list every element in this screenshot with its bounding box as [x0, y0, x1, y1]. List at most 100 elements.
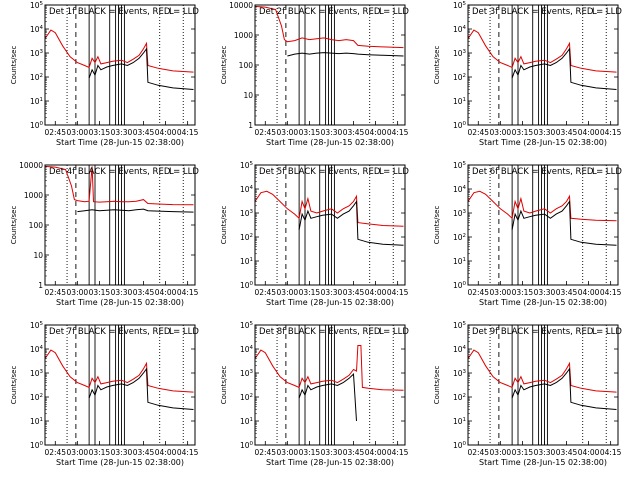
- y-tick-label: 105: [30, 321, 44, 330]
- x-tick-label: 03:30: [321, 448, 343, 457]
- x-tick-label: 04:00: [155, 288, 177, 297]
- x-tick-label: 02:45: [467, 128, 489, 137]
- x-axis-label: Start Time (28-Jun-15 02:38:00): [479, 458, 607, 467]
- y-tick-label: 1000: [234, 31, 253, 40]
- y-tick-label: 1: [38, 281, 43, 290]
- plot-frame: [44, 324, 196, 446]
- plot-frame: [467, 4, 619, 126]
- x-tick-label: 03:15: [512, 128, 534, 137]
- x-tick-label: 03:15: [89, 288, 111, 297]
- lld-series-line: [468, 349, 617, 393]
- panel-title: Det 5f BLACK = Events, RED = LLD: [259, 167, 409, 177]
- panel-title: Det 1f BLACK = Events, RED = LLD: [49, 7, 199, 17]
- plot-frame: [254, 164, 406, 286]
- y-tick-label: 104: [30, 345, 44, 354]
- panel-title: Det 3f BLACK = Events, RED = LLD: [472, 7, 622, 17]
- events-series-line: [511, 199, 617, 246]
- x-tick-label: 03:30: [534, 128, 556, 137]
- y-tick-label: 100: [239, 61, 254, 70]
- y-tick-label: 101: [30, 97, 43, 106]
- y-tick-label: 1000: [24, 191, 43, 200]
- events-series-line: [298, 199, 404, 246]
- lld-series-line: [45, 349, 194, 393]
- x-tick-label: 03:30: [321, 288, 343, 297]
- y-tick-label: 100: [453, 281, 467, 290]
- y-tick-label: 102: [453, 233, 466, 242]
- y-tick-label: 101: [453, 257, 466, 266]
- lld-series-line: [45, 165, 194, 206]
- y-tick-label: 101: [30, 417, 43, 426]
- plot-frame: [44, 4, 196, 126]
- lld-series-line: [468, 190, 617, 222]
- y-axis-label: Counts/sec: [433, 366, 441, 405]
- x-axis-label: Start Time (28-Jun-15 02:38:00): [56, 458, 184, 467]
- x-tick-label: 03:45: [133, 448, 155, 457]
- y-tick-label: 105: [240, 161, 254, 170]
- corner-mark: L: [379, 327, 384, 337]
- lld-series-line: [255, 345, 404, 391]
- x-tick-label: 03:30: [321, 128, 343, 137]
- y-axis-label: Counts/sec: [10, 46, 18, 85]
- y-tick-label: 105: [30, 1, 44, 10]
- panel-title: Det 6f BLACK = Events, RED = LLD: [472, 167, 622, 177]
- x-tick-label: 03:30: [534, 288, 556, 297]
- x-tick-label: 03:30: [111, 128, 133, 137]
- x-tick-label: 04:15: [177, 448, 199, 457]
- y-axis-label: Counts/sec: [433, 46, 441, 85]
- y-tick-label: 100: [453, 121, 467, 130]
- y-tick-label: 100: [240, 441, 254, 450]
- x-tick-label: 03:30: [534, 448, 556, 457]
- corner-mark: L: [169, 167, 174, 177]
- y-axis-label: Counts/sec: [10, 206, 18, 245]
- x-axis-label: Start Time (28-Jun-15 02:38:00): [479, 298, 607, 307]
- y-tick-label: 105: [240, 321, 254, 330]
- x-tick-label: 03:45: [133, 128, 155, 137]
- y-tick-label: 100: [453, 441, 467, 450]
- x-tick-label: 03:15: [299, 128, 321, 137]
- x-tick-label: 03:45: [343, 448, 365, 457]
- lld-series-line: [255, 5, 404, 49]
- y-tick-label: 103: [240, 369, 254, 378]
- y-tick-label: 1: [248, 121, 253, 130]
- x-tick-label: 04:00: [578, 128, 600, 137]
- x-tick-label: 03:00: [490, 128, 512, 137]
- panel-title: Det 7f BLACK = Events, RED = LLD: [49, 327, 199, 337]
- x-tick-label: 03:15: [299, 288, 321, 297]
- x-tick-label: 03:30: [111, 448, 133, 457]
- corner-mark: L: [592, 7, 597, 17]
- y-tick-label: 105: [453, 161, 467, 170]
- x-tick-label: 04:15: [600, 448, 622, 457]
- x-tick-label: 04:15: [600, 288, 622, 297]
- x-axis-label: Start Time (28-Jun-15 02:38:00): [266, 458, 394, 467]
- x-tick-label: 04:00: [578, 288, 600, 297]
- y-axis-label: Counts/sec: [433, 206, 441, 245]
- x-axis-label: Start Time (28-Jun-15 02:38:00): [56, 138, 184, 147]
- x-tick-label: 02:45: [44, 128, 66, 137]
- x-tick-label: 03:00: [277, 448, 299, 457]
- y-tick-label: 100: [240, 281, 254, 290]
- x-tick-label: 03:00: [277, 288, 299, 297]
- x-tick-label: 03:00: [67, 128, 89, 137]
- y-tick-label: 103: [453, 209, 467, 218]
- x-tick-label: 03:00: [67, 288, 89, 297]
- x-tick-label: 02:45: [254, 128, 276, 137]
- x-tick-label: 03:45: [556, 448, 578, 457]
- x-tick-label: 04:00: [365, 448, 387, 457]
- x-tick-label: 04:00: [578, 448, 600, 457]
- lld-series-line: [255, 190, 404, 227]
- panel-title: Det 9f BLACK = Events, RED = LLD: [472, 327, 622, 337]
- x-tick-label: 03:00: [67, 448, 89, 457]
- y-tick-label: 102: [30, 393, 43, 402]
- x-tick-label: 03:00: [490, 448, 512, 457]
- y-tick-label: 103: [30, 369, 44, 378]
- y-tick-label: 10: [33, 251, 43, 260]
- x-tick-label: 03:45: [556, 128, 578, 137]
- x-tick-label: 03:00: [490, 288, 512, 297]
- x-axis-label: Start Time (28-Jun-15 02:38:00): [266, 138, 394, 147]
- y-tick-label: 103: [30, 49, 44, 58]
